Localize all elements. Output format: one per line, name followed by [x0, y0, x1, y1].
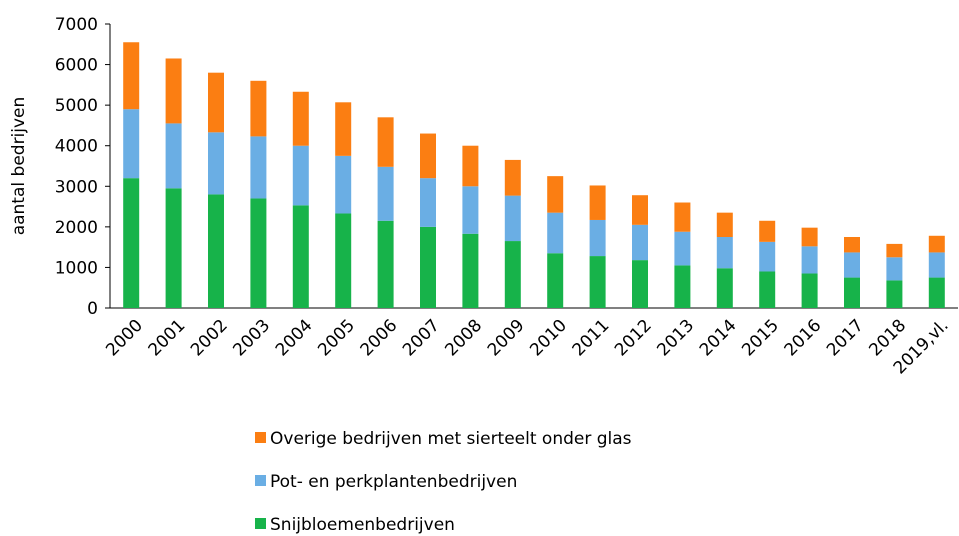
bar-segment — [292, 205, 309, 308]
bar-segment — [632, 260, 648, 308]
bar-segment — [420, 178, 436, 227]
bar-segment — [928, 252, 945, 278]
bar-segment — [335, 155, 352, 214]
legend-swatch — [255, 432, 266, 443]
bar-segment — [801, 246, 818, 274]
x-tick-label: 2009 — [484, 316, 529, 361]
bar-segment — [335, 102, 352, 156]
x-tick-label: 2017 — [823, 316, 868, 361]
bar-segment — [844, 237, 860, 253]
bar-segment — [462, 186, 479, 234]
bar-segment — [420, 133, 436, 179]
y-tick-label: 3000 — [55, 177, 98, 197]
bar-segment — [377, 220, 394, 308]
x-tick-label: 2000 — [102, 316, 147, 361]
x-tick-label: 2003 — [229, 316, 274, 361]
bar-segment — [886, 257, 903, 281]
bar-segment — [844, 277, 860, 308]
bar-segment — [801, 227, 818, 247]
bar-segment — [759, 220, 776, 242]
y-tick-label: 0 — [87, 299, 98, 319]
bar-segment — [886, 243, 903, 258]
y-tick-label: 2000 — [55, 218, 98, 238]
bar-segment — [377, 117, 394, 167]
y-tick-label: 6000 — [55, 56, 98, 76]
x-tick-label: 2014 — [696, 316, 741, 361]
bar-segment — [886, 280, 903, 308]
bar-segment — [462, 145, 479, 187]
bar-segment — [547, 176, 564, 213]
legend-label: Pot- en perkplantenbedrijven — [270, 472, 517, 492]
bar-segment — [716, 212, 733, 237]
bar-segment — [716, 237, 733, 269]
bar-segment — [928, 235, 945, 253]
y-tick-label: 5000 — [55, 96, 98, 116]
x-tick-label: 2010 — [526, 316, 571, 361]
legend-label: Snijbloemenbedrijven — [270, 515, 455, 535]
bar-segment — [504, 241, 521, 308]
bar-segment — [250, 80, 267, 137]
x-tick-label: 2013 — [653, 316, 698, 361]
x-tick-label: 2015 — [738, 316, 783, 361]
legend-swatch — [255, 475, 266, 486]
legend-label: Overige bedrijven met sierteelt onder gl… — [270, 429, 632, 449]
bar-segment — [165, 123, 182, 189]
bar-segment — [759, 271, 776, 308]
bar-segment — [292, 91, 309, 146]
bar-segment — [632, 224, 648, 261]
y-tick-label: 7000 — [55, 15, 98, 35]
bar-segment — [420, 226, 436, 308]
bar-segment — [801, 273, 818, 308]
legend-swatch — [255, 518, 266, 529]
bar-segment — [928, 277, 945, 308]
x-tick-label: 2001 — [145, 316, 190, 361]
bar-segment — [547, 253, 564, 308]
y-tick-label: 1000 — [55, 258, 98, 278]
bar-segment — [123, 42, 140, 110]
x-tick-label: 2008 — [441, 316, 486, 361]
x-tick-label: 2002 — [187, 316, 232, 361]
bar-segment — [632, 195, 648, 225]
x-tick-label: 2004 — [272, 316, 317, 361]
bar-segment — [208, 194, 224, 308]
bar-segment — [123, 109, 140, 179]
bar-segment — [165, 58, 182, 124]
bar-segment — [208, 132, 224, 195]
bar-segment — [377, 166, 394, 221]
bar-segment — [165, 188, 182, 308]
y-tick-label: 4000 — [55, 137, 98, 157]
bar-segment — [292, 145, 309, 206]
bar-segment — [250, 136, 267, 199]
x-tick-label: 2012 — [611, 316, 656, 361]
bar-segment — [844, 252, 860, 278]
bar-segment — [759, 241, 776, 272]
bar-segment — [547, 212, 564, 254]
bar-segment — [716, 268, 733, 308]
x-tick-label: 2006 — [357, 316, 402, 361]
bar-segment — [589, 185, 606, 220]
bar-segment — [462, 233, 479, 308]
bar-segment — [589, 256, 606, 308]
bar-segment — [504, 159, 521, 196]
bar-segment — [335, 213, 352, 308]
x-tick-label: 2007 — [399, 316, 444, 361]
bar-segment — [208, 72, 224, 133]
x-tick-label: 2011 — [569, 316, 614, 361]
bar-segment — [504, 195, 521, 242]
y-axis-label: aantal bedrijven — [9, 97, 29, 236]
bar-segment — [123, 178, 140, 308]
x-tick-label: 2016 — [781, 316, 826, 361]
bar-segment — [674, 265, 691, 308]
bar-segment — [250, 198, 267, 308]
bar-segment — [674, 231, 691, 266]
bar-segment — [674, 202, 691, 232]
bar-segment — [589, 219, 606, 257]
x-tick-label: 2005 — [314, 316, 359, 361]
